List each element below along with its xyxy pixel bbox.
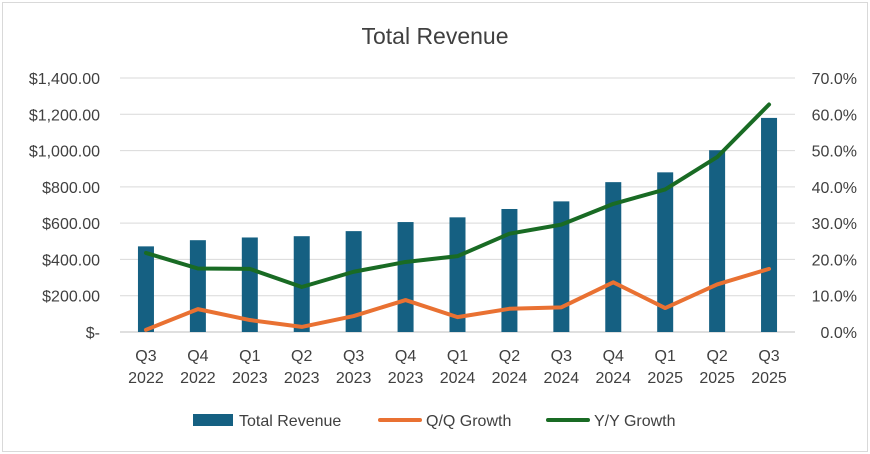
bar bbox=[709, 150, 726, 332]
x-axis-tick-line: 2025 bbox=[699, 370, 735, 387]
bar bbox=[293, 236, 310, 332]
chart-title: Total Revenue bbox=[361, 23, 508, 49]
right-axis-tick-label: 10.0% bbox=[812, 289, 857, 306]
x-axis-tick-label: Q4 2023 bbox=[388, 348, 424, 387]
bar bbox=[553, 201, 570, 332]
right-axis-ticks: 0.0% 10.0% 20.0% 30.0% 40.0% 50.0% 60.0% 70.0% bbox=[812, 71, 857, 342]
legend-label: Total Revenue bbox=[239, 413, 341, 430]
x-axis-tick-line: Q3 bbox=[135, 348, 156, 365]
x-axis-tick-line: 2024 bbox=[544, 370, 580, 387]
x-axis-tick-line: 2025 bbox=[647, 370, 683, 387]
left-axis-tick-label: $1,200.00 bbox=[29, 107, 100, 124]
x-axis-tick-label: Q1 2025 bbox=[647, 348, 683, 387]
bar bbox=[397, 222, 414, 332]
x-axis-tick-line: Q4 bbox=[603, 348, 624, 365]
right-axis-tick-label: 50.0% bbox=[812, 144, 857, 161]
x-axis-tick-line: 2024 bbox=[492, 370, 528, 387]
left-axis-tick-label: $1,400.00 bbox=[29, 71, 100, 88]
x-axis-tick-line: Q2 bbox=[706, 348, 727, 365]
left-axis-tick-label: $1,000.00 bbox=[29, 144, 100, 161]
x-axis-tick-line: Q2 bbox=[499, 348, 520, 365]
x-axis-tick-label: Q2 2024 bbox=[492, 348, 528, 387]
bar-series bbox=[137, 117, 778, 333]
x-axis-tick-line: 2023 bbox=[284, 370, 320, 387]
x-axis-tick-label: Q1 2023 bbox=[232, 348, 268, 387]
x-axis-tick-line: Q1 bbox=[447, 348, 468, 365]
x-axis-ticks: Q3 2022 Q4 2022 Q1 2023 Q2 2023 Q3 2023 Q4 2023 Q1 20… bbox=[128, 348, 787, 387]
right-axis-tick-label: 60.0% bbox=[812, 107, 857, 124]
x-axis-tick-line: 2024 bbox=[595, 370, 631, 387]
left-axis-tick-label: $800.00 bbox=[42, 180, 100, 197]
x-axis-tick-label: Q2 2025 bbox=[699, 348, 735, 387]
bar bbox=[449, 217, 466, 332]
x-axis-tick-line: 2023 bbox=[388, 370, 424, 387]
x-axis-tick-label: Q3 2024 bbox=[544, 348, 580, 387]
x-axis-tick-label: Q4 2022 bbox=[180, 348, 216, 387]
x-axis-tick-line: 2023 bbox=[336, 370, 372, 387]
x-axis-tick-line: Q1 bbox=[655, 348, 676, 365]
x-axis-tick-label: Q1 2024 bbox=[440, 348, 476, 387]
x-axis-tick-line: Q4 bbox=[395, 348, 416, 365]
x-axis-tick-line: Q4 bbox=[187, 348, 208, 365]
bar bbox=[501, 208, 518, 332]
legend-label: Y/Y Growth bbox=[594, 413, 676, 430]
x-axis-tick-line: 2022 bbox=[128, 370, 164, 387]
x-axis-tick-line: Q3 bbox=[343, 348, 364, 365]
x-axis-tick-label: Q2 2023 bbox=[284, 348, 320, 387]
series-line bbox=[143, 102, 772, 290]
left-axis-tick-label: $400.00 bbox=[42, 252, 100, 269]
x-axis-tick-line: 2025 bbox=[751, 370, 787, 387]
x-axis-tick-line: 2023 bbox=[232, 370, 268, 387]
bar bbox=[345, 231, 362, 332]
x-axis-tick-line: 2024 bbox=[440, 370, 476, 387]
x-axis-tick-label: Q4 2024 bbox=[595, 348, 631, 387]
series-line bbox=[143, 266, 772, 332]
gridlines bbox=[120, 77, 795, 333]
left-axis-tick-label: $200.00 bbox=[42, 289, 100, 306]
legend-swatch bbox=[193, 414, 233, 426]
x-axis-tick-line: Q3 bbox=[551, 348, 572, 365]
x-axis-tick-label: Q3 2022 bbox=[128, 348, 164, 387]
x-axis-tick-label: Q3 2023 bbox=[336, 348, 372, 387]
x-axis-tick-line: Q1 bbox=[239, 348, 260, 365]
left-axis-ticks: $- $200.00 $400.00 $600.00 $800.00 $1,000.00 $… bbox=[29, 71, 100, 342]
bar bbox=[605, 182, 622, 332]
right-axis-tick-label: 0.0% bbox=[821, 325, 857, 342]
left-axis-tick-label: $600.00 bbox=[42, 216, 100, 233]
right-axis-tick-label: 20.0% bbox=[812, 252, 857, 269]
right-axis-tick-label: 30.0% bbox=[812, 216, 857, 233]
right-axis-tick-label: 70.0% bbox=[812, 71, 857, 88]
legend: Total Revenue Q/Q Growth Y/Y Growth bbox=[193, 413, 676, 430]
bar bbox=[761, 117, 778, 333]
line-series bbox=[143, 102, 772, 332]
x-axis-tick-line: 2022 bbox=[180, 370, 216, 387]
bar bbox=[137, 246, 154, 332]
bar bbox=[189, 240, 206, 332]
bar bbox=[241, 237, 258, 332]
bar bbox=[657, 172, 674, 332]
x-axis-tick-line: Q3 bbox=[758, 348, 779, 365]
x-axis-tick-label: Q3 2025 bbox=[751, 348, 787, 387]
x-axis-tick-line: Q2 bbox=[291, 348, 312, 365]
legend-label: Q/Q Growth bbox=[426, 413, 511, 430]
right-axis-tick-label: 40.0% bbox=[812, 180, 857, 197]
left-axis-tick-label: $- bbox=[86, 325, 100, 342]
